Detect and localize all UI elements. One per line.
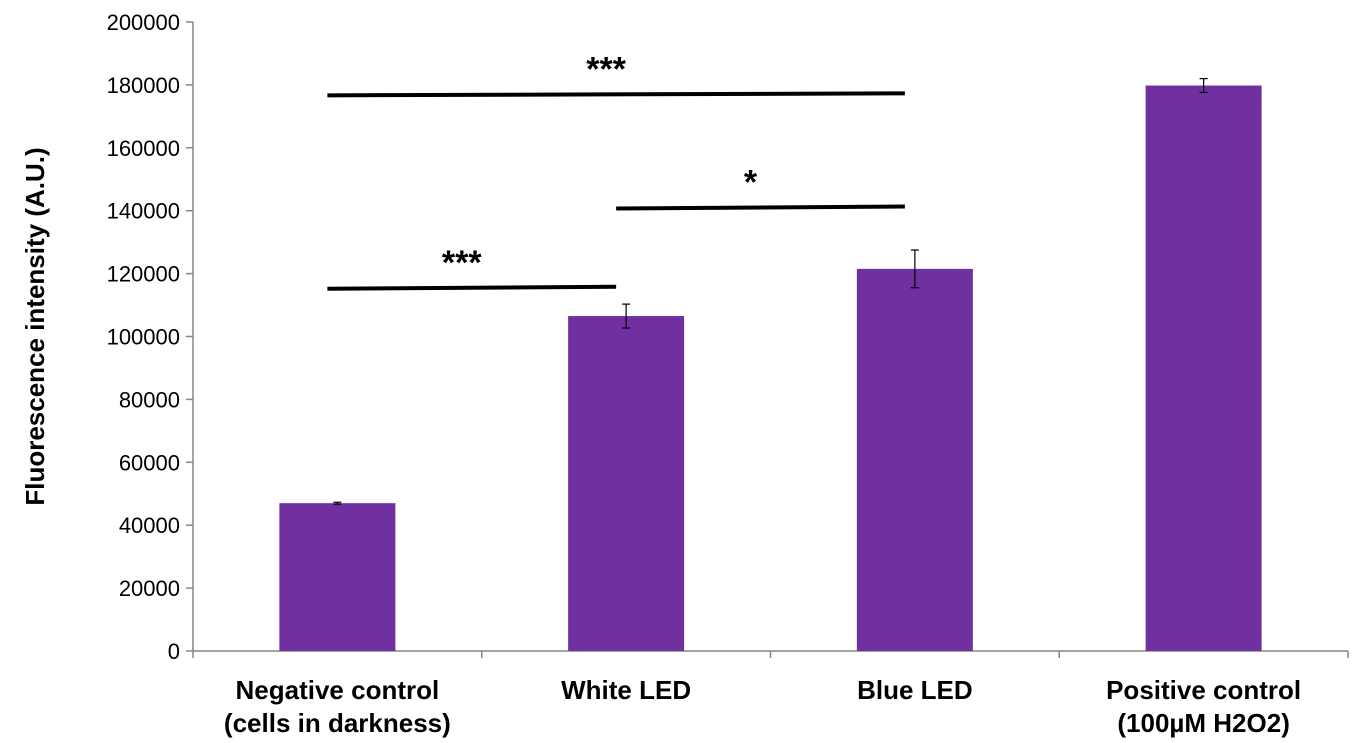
bar <box>1145 85 1262 652</box>
x-category-label: White LED <box>561 675 691 705</box>
x-category-label-line: Negative control <box>236 675 440 705</box>
x-category-label: Negative control (cells in darkness) <box>224 675 451 738</box>
y-tick-label: 200000 <box>107 10 180 35</box>
bar <box>279 503 396 651</box>
y-tick-label: 160000 <box>107 136 180 161</box>
y-tick-label: 140000 <box>107 199 180 224</box>
bar <box>856 268 973 651</box>
x-category-label-line: (cells in darkness) <box>224 708 451 738</box>
significance-line <box>327 91 905 98</box>
significance-stars: *** <box>442 244 482 282</box>
significance-line <box>327 284 617 291</box>
significance-line <box>616 204 905 211</box>
y-axis-title: Fluorescence intensity (A.U.) <box>20 147 50 505</box>
y-tick-label: 180000 <box>107 73 180 98</box>
bar <box>568 316 685 651</box>
x-category-label: Blue LED <box>857 675 973 705</box>
significance-stars: * <box>744 164 758 202</box>
x-category-label-line: Blue LED <box>857 675 973 705</box>
x-category-label: Positive control (100µM H2O2) <box>1106 675 1301 738</box>
y-tick-label: 60000 <box>119 450 180 475</box>
x-category-label-line: Positive control <box>1106 675 1301 705</box>
y-tick-label: 0 <box>168 639 180 664</box>
x-category-label-line: White LED <box>561 675 691 705</box>
x-category-label-line: (100µM H2O2) <box>1117 708 1289 738</box>
y-tick-label: 120000 <box>107 262 180 287</box>
significance-stars: *** <box>586 50 626 88</box>
bars <box>279 78 1262 652</box>
y-tick-label: 40000 <box>119 513 180 538</box>
labels: 0 20000 40000 60000 80000 100000 120000 140000 1… <box>20 10 1301 738</box>
y-tick-label: 80000 <box>119 387 180 412</box>
y-tick-label: 100000 <box>107 325 180 350</box>
y-tick-label: 20000 <box>119 576 180 601</box>
significance-annotations: ******* <box>327 50 905 291</box>
